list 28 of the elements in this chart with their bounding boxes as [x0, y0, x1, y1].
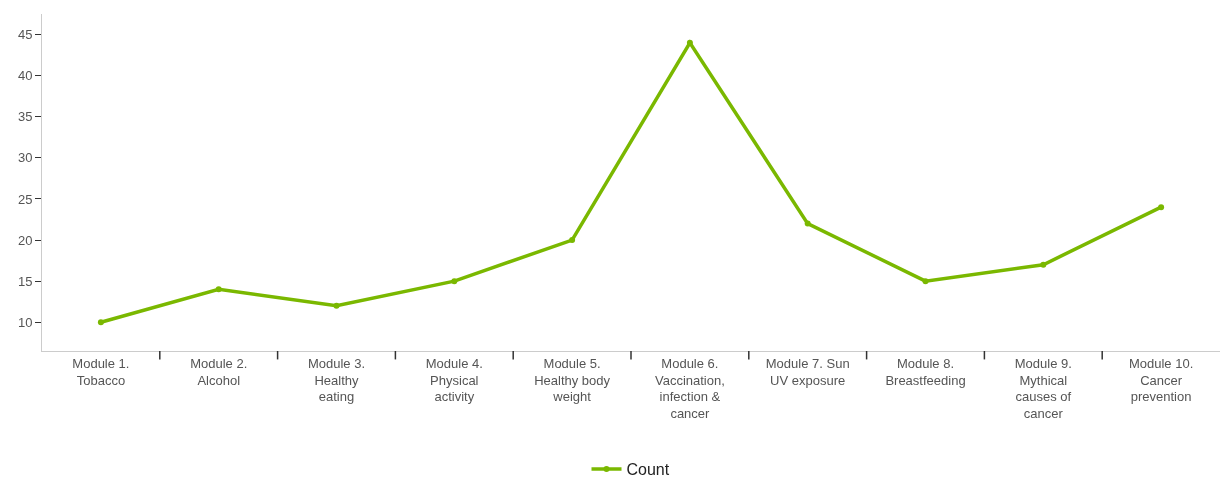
- y-tick-label: 10: [17, 314, 33, 330]
- point: [569, 237, 576, 244]
- point: [922, 278, 929, 285]
- x-tick-label: Module 1. Tobacco: [72, 355, 130, 388]
- x-tick-label: Module 8. Breastfeeding: [885, 355, 966, 388]
- x-tick-label: Module 5. Healthy body weight: [534, 355, 611, 405]
- y-tick-label: 35: [17, 109, 33, 125]
- y-tick-label: 45: [17, 27, 33, 43]
- point: [451, 278, 458, 285]
- x-tick-label: Module 2. Alcohol: [190, 355, 248, 388]
- legend-label: Count: [626, 461, 670, 479]
- x-tick-label: Module 3. Healthy eating: [307, 355, 366, 405]
- point: [804, 220, 811, 227]
- x-tick-label: Module 10. Cancer prevention: [1128, 355, 1194, 405]
- point: [1040, 261, 1047, 268]
- y-tick-label: 15: [17, 273, 33, 289]
- x-tick-label: Module 6. Vaccination, infection & cancer: [654, 355, 725, 422]
- y-tick-label: 40: [17, 68, 33, 84]
- point: [1158, 204, 1165, 211]
- x-tick-label: Module 7. Sun UV exposure: [765, 355, 850, 388]
- point: [97, 319, 104, 326]
- y-tick-label: 25: [17, 191, 33, 207]
- point: [333, 302, 340, 309]
- y-tick-label: 30: [17, 150, 33, 166]
- point: [215, 286, 222, 293]
- x-tick-label: Module 4. Physical activity: [425, 355, 483, 405]
- x-tick-label: Module 9. Mythical causes of cancer: [1014, 355, 1072, 422]
- y-tick-label: 20: [17, 232, 33, 248]
